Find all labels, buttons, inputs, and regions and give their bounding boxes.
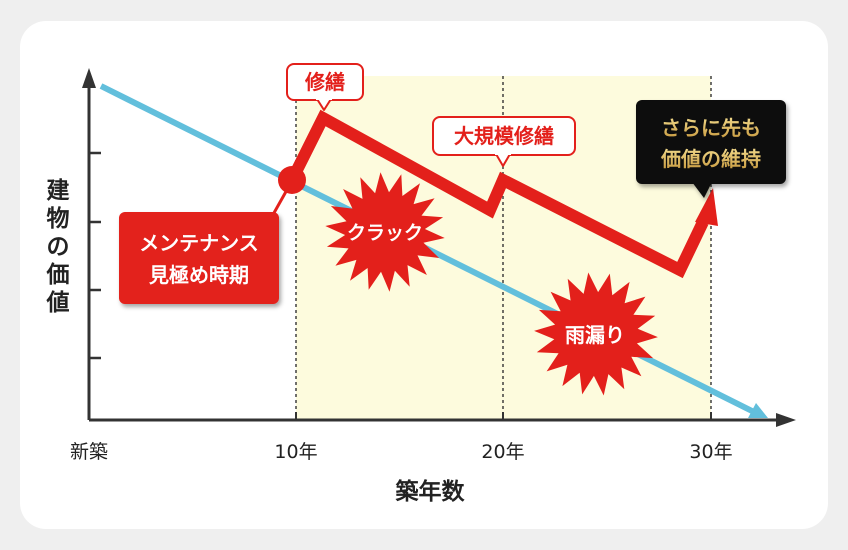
- leak-burst-icon: [534, 272, 658, 396]
- x-axis-title: 築年数: [395, 478, 466, 505]
- x-tick-label: 20年: [481, 441, 524, 463]
- x-tick-label: 新築: [70, 441, 108, 463]
- maintain-value-callout: [636, 100, 786, 198]
- repair-callout: [286, 63, 364, 111]
- maintained-value-line: [286, 109, 718, 279]
- x-axis: [89, 412, 796, 427]
- maintain-value-label-line2: 価値の維持: [660, 147, 761, 171]
- crack-label: クラック: [347, 222, 423, 244]
- x-tick-label: 30年: [689, 441, 732, 463]
- maintain-value-label-line1: さらに先も: [661, 116, 761, 140]
- maintenance-timing-callout: [119, 212, 279, 304]
- x-tick-label: 10年: [274, 441, 317, 463]
- y-axis-title: 建物の価値: [46, 178, 70, 316]
- leak-label: 雨漏り: [565, 323, 625, 347]
- repair-label: 修繕: [304, 70, 345, 94]
- maintenance-point-marker: [278, 166, 306, 194]
- major-repair-callout: [432, 116, 576, 167]
- crack-burst-icon: [325, 172, 445, 292]
- major-repair-label: 大規模修繕: [454, 124, 554, 148]
- y-axis: [82, 68, 101, 420]
- maintenance-timing-label-line1: メンテナンス: [139, 231, 259, 255]
- maintenance-timing-label-line2: 見極め時期: [149, 263, 249, 287]
